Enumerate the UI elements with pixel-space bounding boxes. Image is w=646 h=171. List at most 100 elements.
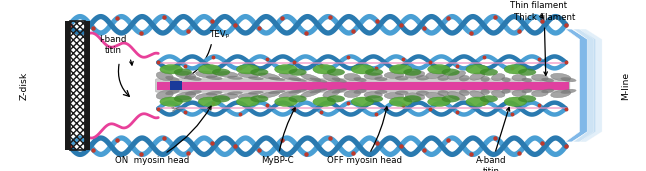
Ellipse shape bbox=[353, 89, 366, 94]
Ellipse shape bbox=[541, 89, 554, 93]
Ellipse shape bbox=[532, 90, 548, 97]
Ellipse shape bbox=[275, 97, 297, 106]
Polygon shape bbox=[579, 29, 602, 142]
Text: MyBP-C: MyBP-C bbox=[262, 108, 295, 166]
Ellipse shape bbox=[448, 71, 466, 80]
Ellipse shape bbox=[532, 74, 548, 81]
Ellipse shape bbox=[466, 65, 488, 74]
Ellipse shape bbox=[403, 69, 421, 76]
Ellipse shape bbox=[416, 91, 429, 96]
Ellipse shape bbox=[236, 65, 259, 74]
Ellipse shape bbox=[258, 92, 280, 98]
Bar bbox=[158, 82, 567, 89]
Ellipse shape bbox=[300, 89, 320, 97]
Ellipse shape bbox=[313, 65, 335, 74]
Ellipse shape bbox=[206, 76, 222, 80]
Ellipse shape bbox=[196, 93, 217, 100]
Text: A-band
titin: A-band titin bbox=[475, 107, 510, 171]
Ellipse shape bbox=[309, 89, 328, 93]
Ellipse shape bbox=[504, 65, 527, 74]
Ellipse shape bbox=[174, 95, 192, 102]
Ellipse shape bbox=[459, 90, 470, 96]
Ellipse shape bbox=[504, 97, 527, 106]
Ellipse shape bbox=[309, 78, 328, 82]
Ellipse shape bbox=[300, 74, 320, 82]
Ellipse shape bbox=[437, 75, 450, 81]
Ellipse shape bbox=[175, 92, 196, 100]
Ellipse shape bbox=[327, 95, 345, 102]
Ellipse shape bbox=[405, 71, 425, 78]
Ellipse shape bbox=[466, 97, 488, 106]
Ellipse shape bbox=[248, 91, 264, 95]
Ellipse shape bbox=[492, 90, 505, 97]
Ellipse shape bbox=[480, 95, 498, 102]
Ellipse shape bbox=[448, 91, 466, 100]
Ellipse shape bbox=[481, 76, 490, 82]
Text: OFF myosin head: OFF myosin head bbox=[328, 107, 402, 166]
Ellipse shape bbox=[351, 97, 374, 106]
FancyBboxPatch shape bbox=[156, 79, 570, 92]
Ellipse shape bbox=[289, 69, 307, 76]
Bar bbox=[65, 21, 70, 150]
Text: Thin filament: Thin filament bbox=[510, 1, 567, 18]
Ellipse shape bbox=[279, 74, 301, 81]
Ellipse shape bbox=[470, 91, 485, 99]
Ellipse shape bbox=[248, 76, 264, 80]
Ellipse shape bbox=[344, 74, 360, 81]
Text: Z-disk: Z-disk bbox=[20, 71, 29, 100]
Ellipse shape bbox=[323, 89, 340, 97]
Ellipse shape bbox=[198, 65, 221, 74]
Polygon shape bbox=[573, 29, 596, 142]
Text: TEVₚ: TEVₚ bbox=[210, 30, 230, 39]
Ellipse shape bbox=[289, 95, 307, 102]
Text: ON  myosin head: ON myosin head bbox=[115, 106, 211, 166]
Ellipse shape bbox=[442, 69, 460, 76]
Ellipse shape bbox=[541, 78, 554, 82]
Ellipse shape bbox=[160, 65, 183, 74]
Ellipse shape bbox=[250, 95, 268, 102]
Ellipse shape bbox=[428, 65, 450, 74]
Ellipse shape bbox=[217, 94, 238, 100]
Ellipse shape bbox=[364, 73, 382, 79]
Ellipse shape bbox=[561, 77, 576, 82]
Ellipse shape bbox=[459, 75, 470, 81]
Ellipse shape bbox=[212, 69, 230, 76]
Ellipse shape bbox=[174, 69, 192, 76]
Ellipse shape bbox=[551, 73, 570, 81]
Ellipse shape bbox=[364, 92, 382, 98]
Ellipse shape bbox=[185, 76, 202, 81]
Ellipse shape bbox=[375, 77, 388, 81]
Ellipse shape bbox=[165, 76, 180, 82]
Bar bbox=[85, 21, 90, 150]
Ellipse shape bbox=[156, 72, 173, 81]
Ellipse shape bbox=[518, 95, 536, 102]
Ellipse shape bbox=[390, 97, 412, 106]
Text: ✂: ✂ bbox=[170, 101, 182, 116]
Ellipse shape bbox=[470, 72, 485, 80]
Ellipse shape bbox=[551, 90, 570, 98]
Ellipse shape bbox=[561, 89, 576, 94]
Ellipse shape bbox=[206, 91, 222, 95]
Ellipse shape bbox=[481, 89, 490, 95]
Ellipse shape bbox=[395, 90, 408, 95]
Ellipse shape bbox=[351, 65, 374, 74]
Ellipse shape bbox=[331, 77, 347, 83]
Ellipse shape bbox=[175, 71, 196, 79]
Bar bbox=[170, 81, 182, 90]
Ellipse shape bbox=[344, 90, 360, 97]
Ellipse shape bbox=[390, 65, 412, 74]
Polygon shape bbox=[565, 29, 588, 142]
Ellipse shape bbox=[384, 72, 404, 78]
Ellipse shape bbox=[160, 97, 183, 106]
Ellipse shape bbox=[512, 75, 526, 81]
Ellipse shape bbox=[365, 95, 383, 102]
Ellipse shape bbox=[327, 69, 345, 76]
Ellipse shape bbox=[501, 77, 510, 82]
Ellipse shape bbox=[268, 90, 286, 94]
Ellipse shape bbox=[405, 93, 425, 100]
Ellipse shape bbox=[196, 71, 217, 78]
Ellipse shape bbox=[288, 89, 307, 94]
Ellipse shape bbox=[492, 74, 505, 81]
Ellipse shape bbox=[353, 77, 366, 82]
Ellipse shape bbox=[156, 90, 173, 99]
